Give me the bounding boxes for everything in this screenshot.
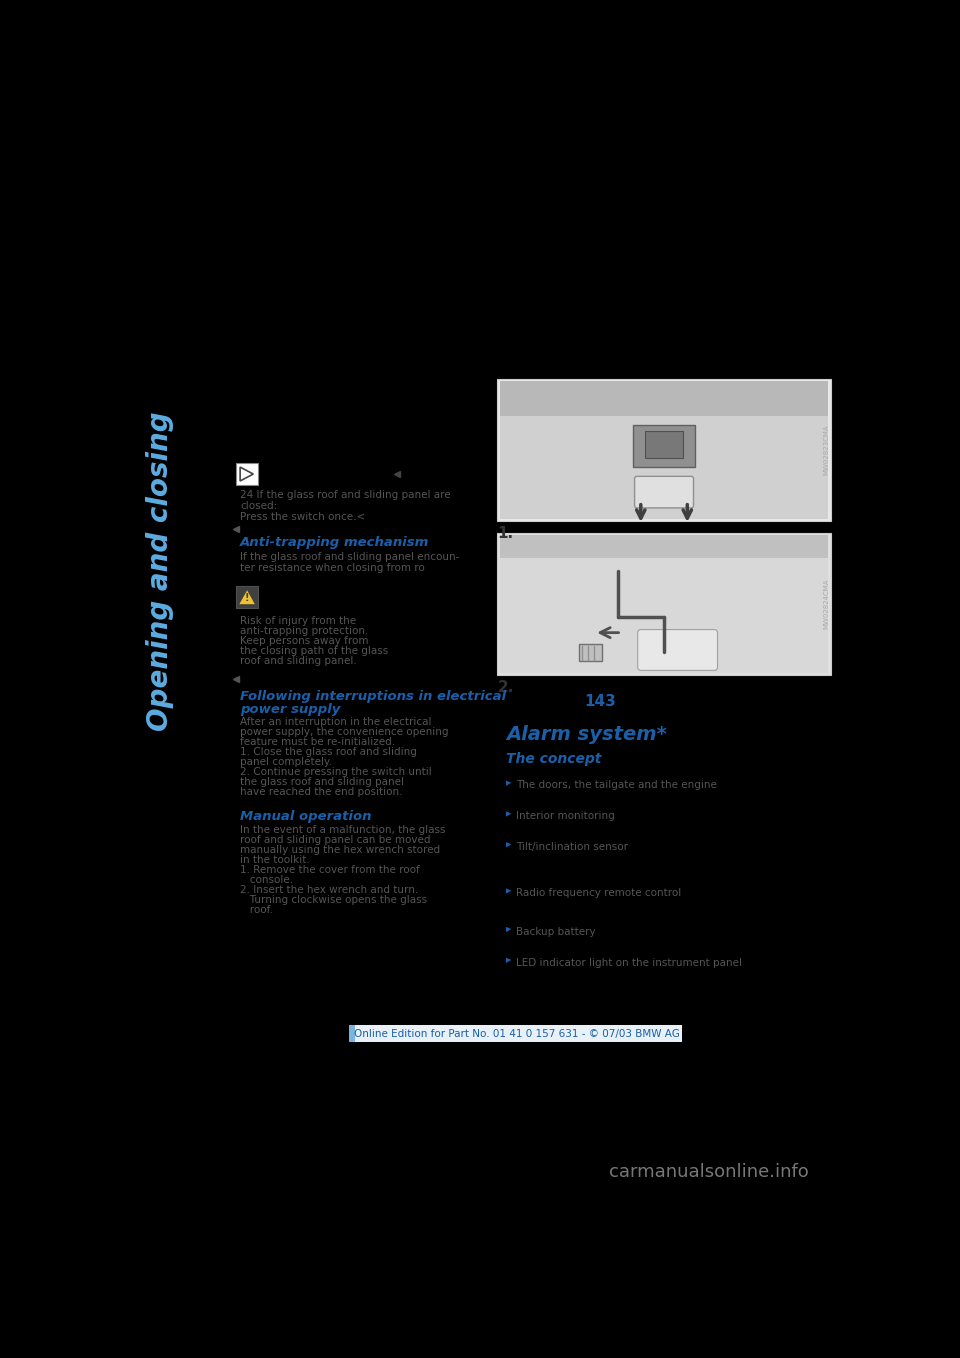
Text: After an interruption in the electrical: After an interruption in the electrical xyxy=(240,717,432,728)
FancyBboxPatch shape xyxy=(637,630,717,671)
Text: MW02823CMA: MW02823CMA xyxy=(824,424,829,475)
Bar xyxy=(497,379,830,521)
Text: The concept: The concept xyxy=(506,752,601,766)
Bar xyxy=(633,425,695,467)
Polygon shape xyxy=(239,591,254,604)
Text: panel completely.: panel completely. xyxy=(240,758,332,767)
Bar xyxy=(349,1025,355,1043)
Text: !: ! xyxy=(245,593,250,603)
Text: Interior monitoring: Interior monitoring xyxy=(516,811,614,822)
Bar xyxy=(352,1025,682,1043)
Text: Alarm system*: Alarm system* xyxy=(506,725,667,744)
Bar xyxy=(500,380,828,519)
Text: Online Edition for Part No. 01 41 0 157 631 - © 07/03 BMW AG: Online Edition for Part No. 01 41 0 157 … xyxy=(354,1029,680,1039)
Text: feature must be re-initialized.: feature must be re-initialized. xyxy=(240,737,396,747)
Bar xyxy=(500,380,828,416)
Polygon shape xyxy=(506,811,512,816)
Polygon shape xyxy=(506,842,512,847)
Text: 24 If the glass roof and sliding panel are: 24 If the glass roof and sliding panel a… xyxy=(240,490,451,500)
Text: 2. Insert the hex wrench and turn.: 2. Insert the hex wrench and turn. xyxy=(240,885,419,895)
Text: console.: console. xyxy=(240,875,293,885)
Text: 143: 143 xyxy=(585,694,616,709)
Text: MW02824CMA: MW02824CMA xyxy=(824,579,829,629)
Text: closed:: closed: xyxy=(240,501,277,511)
Text: The doors, the tailgate and the engine: The doors, the tailgate and the engine xyxy=(516,781,717,790)
Bar xyxy=(500,535,828,672)
Text: Radio frequency remote control: Radio frequency remote control xyxy=(516,888,682,898)
Bar xyxy=(497,532,830,675)
Text: power supply, the convenience opening: power supply, the convenience opening xyxy=(240,728,448,737)
Text: 1. Close the glass roof and sliding: 1. Close the glass roof and sliding xyxy=(240,747,417,758)
Text: In the event of a malfunction, the glass: In the event of a malfunction, the glass xyxy=(240,826,445,835)
Text: Following interruptions in electrical: Following interruptions in electrical xyxy=(240,690,506,703)
FancyBboxPatch shape xyxy=(635,477,693,508)
Text: Press the switch once.<: Press the switch once.< xyxy=(240,512,366,521)
Text: anti-trapping protection.: anti-trapping protection. xyxy=(240,626,369,636)
Bar xyxy=(500,535,828,558)
Text: 1.: 1. xyxy=(497,527,514,542)
Text: Turning clockwise opens the glass: Turning clockwise opens the glass xyxy=(240,895,427,906)
Text: 1. Remove the cover from the roof: 1. Remove the cover from the roof xyxy=(240,865,420,875)
Polygon shape xyxy=(506,781,512,786)
Text: ter resistance when closing from ro: ter resistance when closing from ro xyxy=(240,562,425,573)
Bar xyxy=(236,463,258,485)
Text: the glass roof and sliding panel: the glass roof and sliding panel xyxy=(240,777,404,788)
Text: Backup battery: Backup battery xyxy=(516,926,595,937)
Text: Manual operation: Manual operation xyxy=(240,809,372,823)
Text: the closing path of the glass: the closing path of the glass xyxy=(240,646,389,656)
Text: roof.: roof. xyxy=(240,906,274,915)
Text: roof and sliding panel.: roof and sliding panel. xyxy=(240,656,357,665)
Text: LED indicator light on the instrument panel: LED indicator light on the instrument pa… xyxy=(516,957,742,968)
Text: Opening and closing: Opening and closing xyxy=(146,411,175,731)
Text: Keep persons away from: Keep persons away from xyxy=(240,636,369,646)
Text: If the glass roof and sliding panel encoun-: If the glass roof and sliding panel enco… xyxy=(240,551,460,562)
Text: Anti-trapping mechanism: Anti-trapping mechanism xyxy=(240,536,429,550)
Text: power supply: power supply xyxy=(240,702,341,716)
Text: manually using the hex wrench stored: manually using the hex wrench stored xyxy=(240,845,441,856)
Text: 2.: 2. xyxy=(497,680,514,695)
Text: have reached the end position.: have reached the end position. xyxy=(240,788,402,797)
Text: in the toolkit.: in the toolkit. xyxy=(240,856,310,865)
Text: Tilt/inclination sensor: Tilt/inclination sensor xyxy=(516,842,628,851)
Polygon shape xyxy=(506,888,512,894)
Text: carmanualsonline.info: carmanualsonline.info xyxy=(610,1162,809,1180)
Polygon shape xyxy=(506,957,512,963)
Text: 2. Continue pressing the switch until: 2. Continue pressing the switch until xyxy=(240,767,432,777)
Text: roof and sliding panel can be moved: roof and sliding panel can be moved xyxy=(240,835,431,845)
Polygon shape xyxy=(506,926,512,932)
Bar xyxy=(579,644,602,661)
Bar xyxy=(236,587,258,608)
Text: Risk of injury from the: Risk of injury from the xyxy=(240,615,356,626)
Bar xyxy=(645,430,684,458)
